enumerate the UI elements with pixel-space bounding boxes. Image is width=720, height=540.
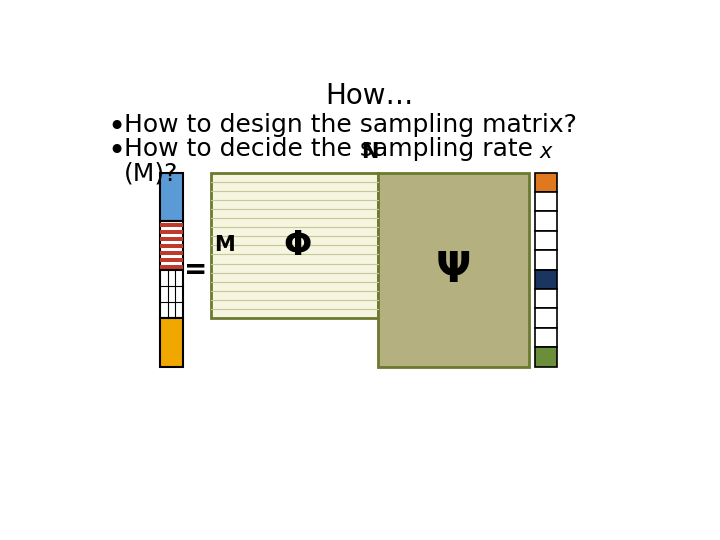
Bar — [535, 269, 557, 289]
Bar — [535, 308, 557, 328]
Text: Ψ: Ψ — [436, 248, 471, 291]
Bar — [535, 289, 557, 308]
Bar — [160, 318, 183, 367]
Text: How…: How… — [325, 82, 413, 110]
Bar — [160, 230, 183, 234]
Bar — [160, 221, 183, 269]
Bar — [535, 347, 557, 367]
Bar — [535, 328, 557, 347]
Bar — [160, 265, 183, 269]
Bar — [535, 192, 557, 211]
Text: How to design the sampling matrix?: How to design the sampling matrix? — [124, 112, 577, 137]
Text: How to decide the sampling rate: How to decide the sampling rate — [124, 137, 533, 161]
Bar — [160, 258, 183, 262]
Bar — [160, 269, 183, 318]
Text: N: N — [361, 142, 379, 162]
Text: •: • — [107, 112, 125, 141]
Bar — [160, 244, 183, 248]
Text: M: M — [215, 235, 235, 255]
Bar — [535, 250, 557, 269]
Bar — [535, 173, 557, 192]
Text: Φ: Φ — [284, 229, 312, 262]
Bar — [160, 251, 183, 255]
Bar — [160, 237, 183, 241]
Text: x: x — [539, 142, 552, 162]
Bar — [211, 173, 377, 318]
Text: •: • — [107, 137, 125, 166]
Text: (M)?: (M)? — [124, 161, 179, 185]
Bar — [377, 173, 528, 367]
Bar — [160, 223, 183, 227]
Bar — [160, 173, 183, 221]
Bar — [535, 211, 557, 231]
Bar — [535, 231, 557, 250]
Text: =: = — [184, 255, 207, 284]
